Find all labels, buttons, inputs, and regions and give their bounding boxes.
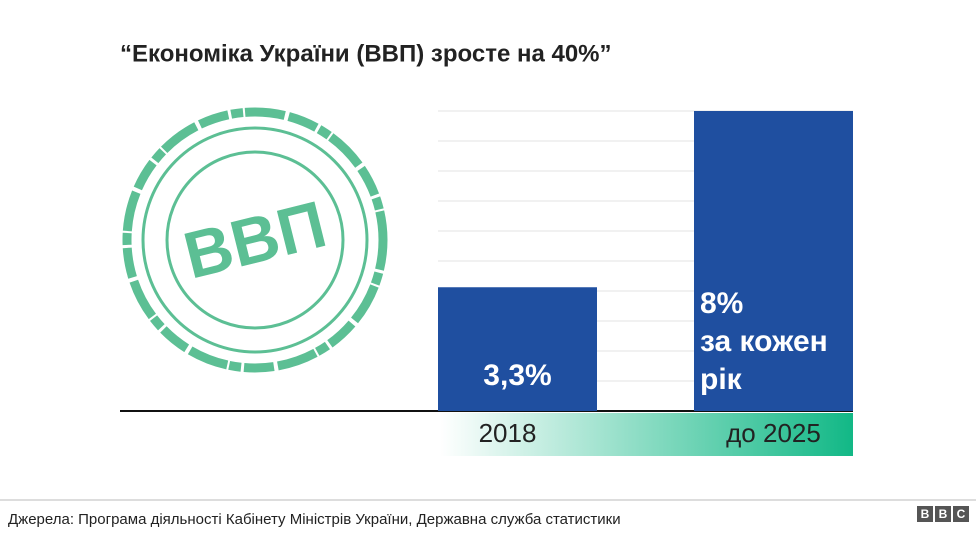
logo-box <box>917 506 933 522</box>
bar <box>438 287 597 411</box>
logo-letter: B <box>939 507 948 521</box>
logo-letter: C <box>957 507 966 521</box>
chart-title: “Економіка України (ВВП) зросте на 40%” <box>120 40 612 67</box>
annotation: рік <box>700 363 743 396</box>
logo-box <box>935 506 951 522</box>
x-tick-label: до 2025 <box>726 418 821 448</box>
x-tick-label: 2018 <box>479 418 537 448</box>
value-label: 8% <box>700 287 743 320</box>
value-label: 3,3% <box>483 359 551 392</box>
category-strip <box>440 413 853 456</box>
source: Джерела: Програма діяльності Кабінету Мі… <box>8 511 621 528</box>
stamp-text: ВВП <box>177 186 333 292</box>
stamp: ВВП <box>122 107 388 373</box>
bar <box>694 111 853 411</box>
logo-box <box>953 506 969 522</box>
annotation: за кожен <box>700 325 828 358</box>
logo-letter: B <box>921 507 930 521</box>
